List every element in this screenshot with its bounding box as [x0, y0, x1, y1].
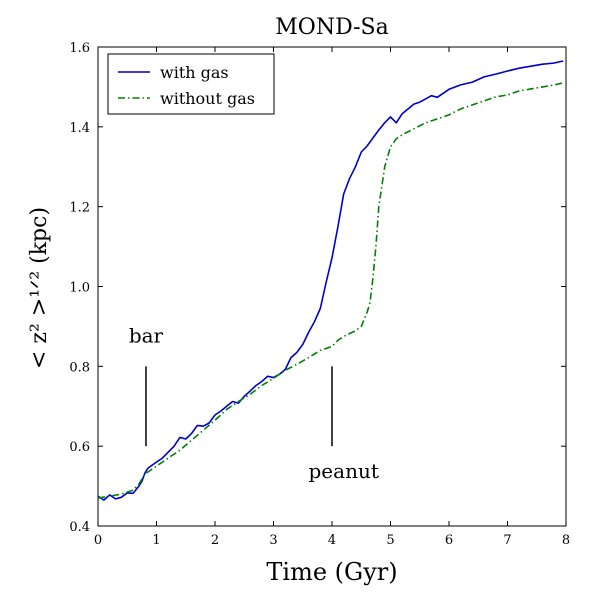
plot-frame	[97, 46, 567, 527]
legend-label-with-gas: with gas	[160, 63, 229, 82]
annotation-label-bar: bar	[129, 323, 164, 347]
legend-label-without-gas: without gas	[160, 89, 255, 108]
ticks-layer: 0 1 2 3 4 5 6 7 8 0.4 0.6 0.8 1.0 1.2 1.4 1.6	[69, 41, 570, 548]
series-layer	[97, 60, 564, 501]
y-axis-label: < z² >¹ᐟ² (kpc)	[27, 207, 52, 369]
x-tick-label: 4	[328, 533, 336, 548]
y-tick-label: 1.6	[69, 41, 90, 56]
x-tick-label: 2	[211, 533, 219, 548]
x-tick-label: 5	[386, 533, 394, 548]
series-line-with-gas	[97, 60, 564, 501]
legend: with gas without gas	[107, 53, 275, 115]
y-tick-label: 1.4	[69, 121, 90, 136]
x-axis-label: Time (Gyr)	[266, 558, 397, 586]
annotation-label-peanut: peanut	[309, 459, 379, 483]
x-tick-label: 1	[152, 533, 160, 548]
y-tick-label: 0.4	[69, 520, 90, 535]
x-tick-label: 8	[562, 533, 570, 548]
x-tick-label: 6	[445, 533, 453, 548]
x-tick-label: 3	[269, 533, 277, 548]
annotations-layer: bar peanut	[129, 323, 379, 483]
legend-box	[107, 53, 275, 115]
y-tick-label: 0.6	[69, 440, 90, 455]
series-line-without-gas	[97, 82, 564, 499]
y-tick-label: 1.0	[69, 281, 90, 296]
x-tick-label: 7	[503, 533, 511, 548]
y-tick-label: 0.8	[69, 360, 90, 375]
x-tick-label: 0	[94, 533, 102, 548]
chart-title: MOND-Sa	[275, 15, 388, 40]
plot-area	[97, 46, 567, 527]
y-tick-label: 1.2	[69, 201, 90, 216]
